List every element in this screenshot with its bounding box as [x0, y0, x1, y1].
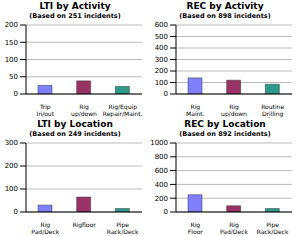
html-text:LTI by Location: LTI by Location [37, 119, 113, 129]
svg-text:600: 600 [155, 21, 168, 29]
html-text:LTI by Activity: LTI by Activity [39, 1, 111, 11]
svg-text:0: 0 [164, 208, 168, 216]
html-text:(Based on 892 incidents): (Based on 892 incidents) [179, 130, 271, 138]
svg-text:RoutineDrillingOps: RoutineDrillingOps [261, 103, 284, 118]
svg-text:Rigup/down: Rigup/down [221, 103, 247, 118]
svg-text:300: 300 [8, 139, 18, 147]
html-text:(Based on 249 incidents): (Based on 249 incidents) [29, 130, 121, 138]
svg-text:RigFloor: RigFloor [188, 221, 203, 235]
svg-text:1000: 1000 [150, 139, 168, 147]
svg-text:200: 200 [155, 195, 168, 203]
svg-text:100: 100 [8, 56, 18, 64]
svg-text:150: 150 [8, 39, 18, 47]
svg-text:PipeRack/Deck: PipeRack/Deck [107, 221, 139, 235]
svg-text:Rigfloor: Rigfloor [72, 221, 96, 229]
svg-text:0: 0 [14, 208, 18, 216]
svg-text:200: 200 [155, 67, 168, 75]
svg-text:RigMaint.: RigMaint. [186, 103, 205, 117]
svg-text:Rig/EquipRepair/Maint.: Rig/EquipRepair/Maint. [103, 103, 143, 118]
svg-text:600: 600 [155, 167, 168, 175]
svg-text:800: 800 [155, 153, 168, 161]
svg-text:TripIn/out: TripIn/out [37, 103, 55, 117]
svg-text:400: 400 [155, 181, 168, 189]
svg-text:100: 100 [155, 79, 168, 87]
svg-text:500: 500 [155, 33, 168, 41]
svg-text:PipeRack/Deck: PipeRack/Deck [257, 221, 289, 235]
svg-text:100: 100 [8, 185, 18, 193]
html-text:(Based on 898 incidents): (Based on 898 incidents) [179, 12, 271, 20]
svg-text:0: 0 [164, 90, 168, 98]
svg-text:RigPad/Deck: RigPad/Deck [31, 221, 59, 235]
svg-text:400: 400 [155, 44, 168, 52]
svg-text:50: 50 [9, 73, 18, 81]
svg-text:0: 0 [14, 90, 18, 98]
svg-text:200: 200 [8, 21, 18, 29]
svg-text:Rigup/down: Rigup/down [71, 103, 97, 118]
html-text:REC by Activity: REC by Activity [186, 1, 264, 11]
svg-text:300: 300 [155, 56, 168, 64]
html-text:(Based on 251 incidents): (Based on 251 incidents) [29, 12, 121, 20]
svg-text:RigPad/Deck: RigPad/Deck [220, 221, 248, 235]
html-text:REC by Location: REC by Location [184, 119, 266, 129]
svg-text:200: 200 [8, 162, 18, 170]
